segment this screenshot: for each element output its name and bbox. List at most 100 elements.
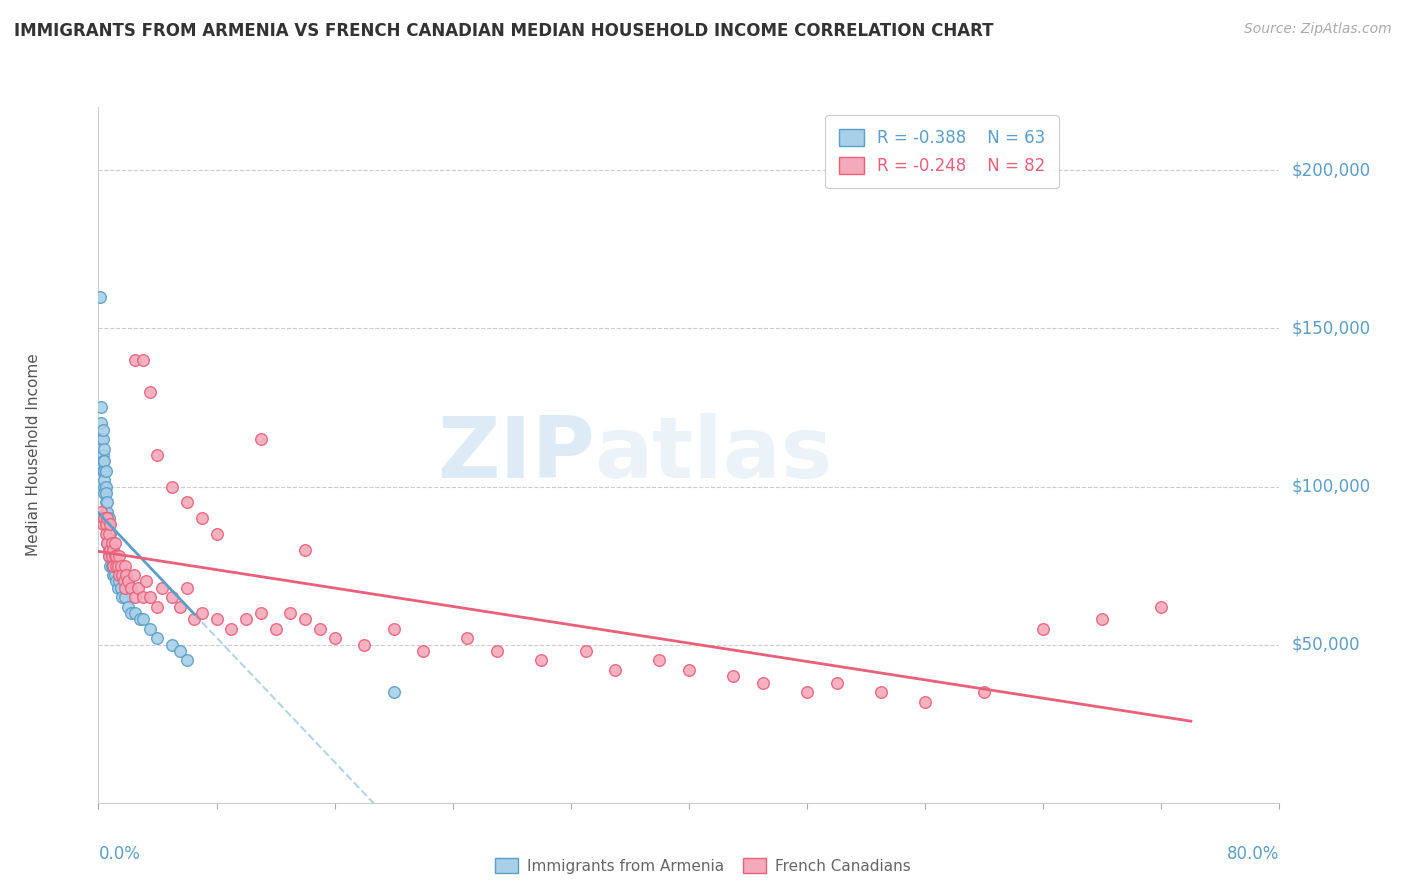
Point — [122, 568, 145, 582]
Point — [96, 517, 118, 532]
Text: Source: ZipAtlas.com: Source: ZipAtlas.com — [1244, 22, 1392, 37]
Point — [914, 695, 936, 709]
Point — [176, 653, 198, 667]
Point — [98, 527, 121, 541]
Point — [139, 591, 162, 605]
Point — [110, 558, 132, 573]
Point — [91, 454, 114, 468]
Point — [146, 632, 169, 646]
Point — [1091, 612, 1114, 626]
Point — [139, 622, 162, 636]
Point — [382, 622, 405, 636]
Point — [219, 622, 242, 636]
Point — [98, 542, 121, 557]
Point — [146, 448, 169, 462]
Point — [191, 511, 214, 525]
Text: $200,000: $200,000 — [1291, 161, 1371, 179]
Point — [124, 353, 146, 368]
Point — [114, 591, 136, 605]
Point — [98, 558, 121, 573]
Point — [146, 599, 169, 614]
Point — [90, 432, 112, 446]
Point — [111, 568, 134, 582]
Point — [169, 644, 191, 658]
Point — [90, 505, 112, 519]
Point — [250, 606, 273, 620]
Point — [117, 574, 139, 589]
Point — [162, 479, 183, 493]
Point — [90, 417, 112, 431]
Point — [96, 495, 118, 509]
Point — [94, 505, 117, 519]
Point — [115, 568, 138, 582]
Point — [103, 558, 125, 573]
Point — [93, 454, 115, 468]
Point — [97, 549, 120, 563]
Point — [103, 568, 125, 582]
Point — [124, 591, 146, 605]
Point — [97, 517, 120, 532]
Point — [191, 606, 214, 620]
Text: atlas: atlas — [595, 413, 832, 497]
Point — [294, 542, 316, 557]
Point — [114, 581, 136, 595]
Point — [103, 558, 125, 573]
Point — [114, 558, 136, 573]
Point — [124, 606, 146, 620]
Point — [96, 527, 118, 541]
Point — [98, 536, 121, 550]
Point — [89, 290, 111, 304]
Point — [530, 653, 553, 667]
Point — [382, 685, 405, 699]
Point — [100, 549, 122, 563]
Point — [100, 558, 122, 573]
Text: $50,000: $50,000 — [1291, 636, 1360, 654]
Point — [96, 536, 118, 550]
Point — [264, 622, 287, 636]
Point — [93, 511, 115, 525]
Point — [250, 432, 273, 446]
Point — [323, 632, 346, 646]
Text: ZIP: ZIP — [437, 413, 595, 497]
Point — [104, 549, 127, 563]
Point — [100, 536, 122, 550]
Text: IMMIGRANTS FROM ARMENIA VS FRENCH CANADIAN MEDIAN HOUSEHOLD INCOME CORRELATION C: IMMIGRANTS FROM ARMENIA VS FRENCH CANADI… — [14, 22, 994, 40]
Point — [91, 464, 114, 478]
Point — [96, 511, 118, 525]
Point — [105, 558, 128, 573]
Point — [205, 527, 228, 541]
Point — [98, 517, 121, 532]
Point — [183, 612, 205, 626]
Point — [825, 675, 848, 690]
Point — [132, 612, 155, 626]
Point — [97, 549, 120, 563]
Point — [162, 591, 183, 605]
Point — [108, 568, 131, 582]
Point — [294, 612, 316, 626]
Point — [94, 464, 117, 478]
Point — [353, 638, 375, 652]
Point — [93, 464, 115, 478]
Point — [108, 549, 131, 563]
Point — [91, 448, 114, 462]
Point — [162, 638, 183, 652]
Point — [94, 486, 117, 500]
Point — [869, 685, 891, 699]
Point — [132, 591, 155, 605]
Point — [110, 581, 132, 595]
Point — [93, 486, 115, 500]
Point — [100, 549, 122, 563]
Point — [94, 517, 117, 532]
Point — [96, 511, 118, 525]
Point — [91, 517, 114, 532]
Point — [176, 495, 198, 509]
Point — [94, 479, 117, 493]
Point — [93, 442, 115, 456]
Point — [96, 517, 118, 532]
Point — [104, 536, 127, 550]
Point — [105, 574, 128, 589]
Point — [574, 644, 596, 658]
Point — [973, 685, 995, 699]
Legend: Immigrants from Armenia, French Canadians: Immigrants from Armenia, French Canadian… — [489, 852, 917, 880]
Point — [97, 536, 120, 550]
